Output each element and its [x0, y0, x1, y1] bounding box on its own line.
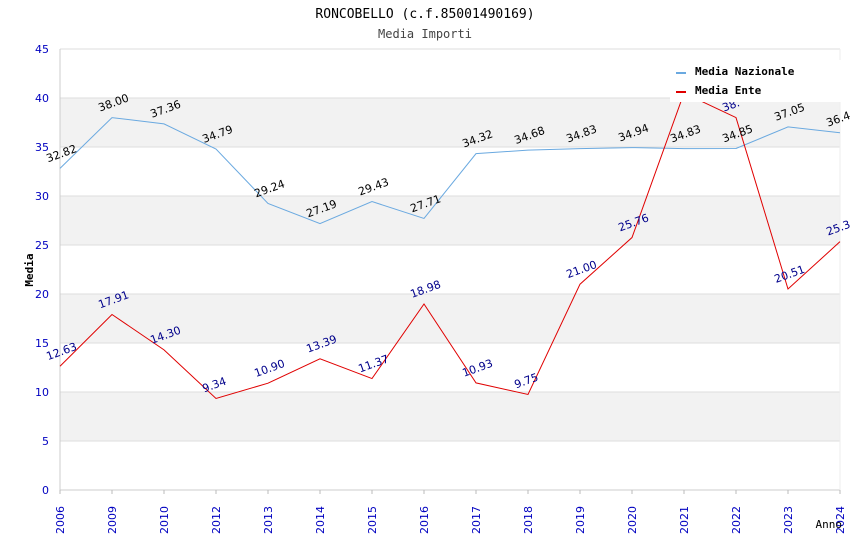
- y-tick-label: 25: [35, 239, 49, 252]
- y-tick-label: 5: [42, 435, 49, 448]
- y-tick-label: 15: [35, 337, 49, 350]
- background-bands: [60, 98, 840, 441]
- y-tick-label: 10: [35, 386, 49, 399]
- data-label: 20.51: [773, 263, 807, 286]
- chart-title: RONCOBELLO (c.f.85001490169): [315, 7, 534, 22]
- axes: [59, 49, 841, 494]
- x-tick-label: 2023: [782, 506, 795, 534]
- y-tick-label: 30: [35, 190, 49, 203]
- x-tick-label: 2024: [834, 506, 847, 534]
- x-tick-label: 2017: [470, 506, 483, 534]
- data-label: 12.63: [45, 340, 79, 363]
- series-lines: [59, 92, 841, 400]
- x-tick-label: 2009: [106, 506, 119, 534]
- x-tick-label: 2010: [158, 506, 171, 534]
- legend-label-media-nazionale: Media Nazionale: [695, 65, 795, 78]
- legend-label-media-ente: Media Ente: [695, 84, 762, 97]
- grid-band: [60, 392, 840, 441]
- data-label: 10.93: [461, 357, 495, 380]
- chart-subtitle: Media Importi: [378, 27, 472, 41]
- x-tick-label: 2016: [418, 506, 431, 534]
- y-tick-label: 45: [35, 43, 49, 56]
- series-line-media-ente: [59, 92, 841, 400]
- series-line-media-nazionale: [59, 117, 841, 225]
- x-tick-label: 2012: [210, 506, 223, 534]
- y-tick-label: 35: [35, 141, 49, 154]
- x-tick-label: 2014: [314, 506, 327, 534]
- y-tick-label: 20: [35, 288, 49, 301]
- legend: Media Nazionale Media Ente: [670, 60, 842, 102]
- data-label: 11.37: [357, 352, 391, 375]
- x-tick-label: 2020: [626, 506, 639, 534]
- y-tick-labels: 0 5 10 15 20 25 30 35 40 45: [35, 43, 49, 497]
- y-tick-label: 0: [42, 484, 49, 497]
- x-tick-label: 2015: [366, 506, 379, 534]
- x-tick-label: 2019: [574, 506, 587, 534]
- data-label: 9.75: [513, 371, 540, 392]
- data-label: 21.00: [565, 258, 599, 281]
- grid-band: [60, 294, 840, 343]
- x-tick-label: 2018: [522, 506, 535, 534]
- y-axis-label: Media: [23, 253, 36, 286]
- x-tick-label: 2013: [262, 506, 275, 534]
- x-tick-label: 2022: [730, 506, 743, 534]
- x-tick-labels: 2006 2009 2010 2012 2013 2014 2015 2016 2017 2018…: [54, 506, 847, 534]
- y-tick-label: 40: [35, 92, 49, 105]
- data-label: 29.43: [357, 175, 391, 198]
- grid-band: [60, 98, 840, 147]
- x-tick-label: 2006: [54, 506, 67, 534]
- x-axis-label: Anno: [816, 518, 843, 531]
- x-tick-label: 2021: [678, 506, 691, 534]
- gridlines: [60, 48, 840, 491]
- legend-background: [670, 60, 842, 102]
- grid-band: [60, 196, 840, 245]
